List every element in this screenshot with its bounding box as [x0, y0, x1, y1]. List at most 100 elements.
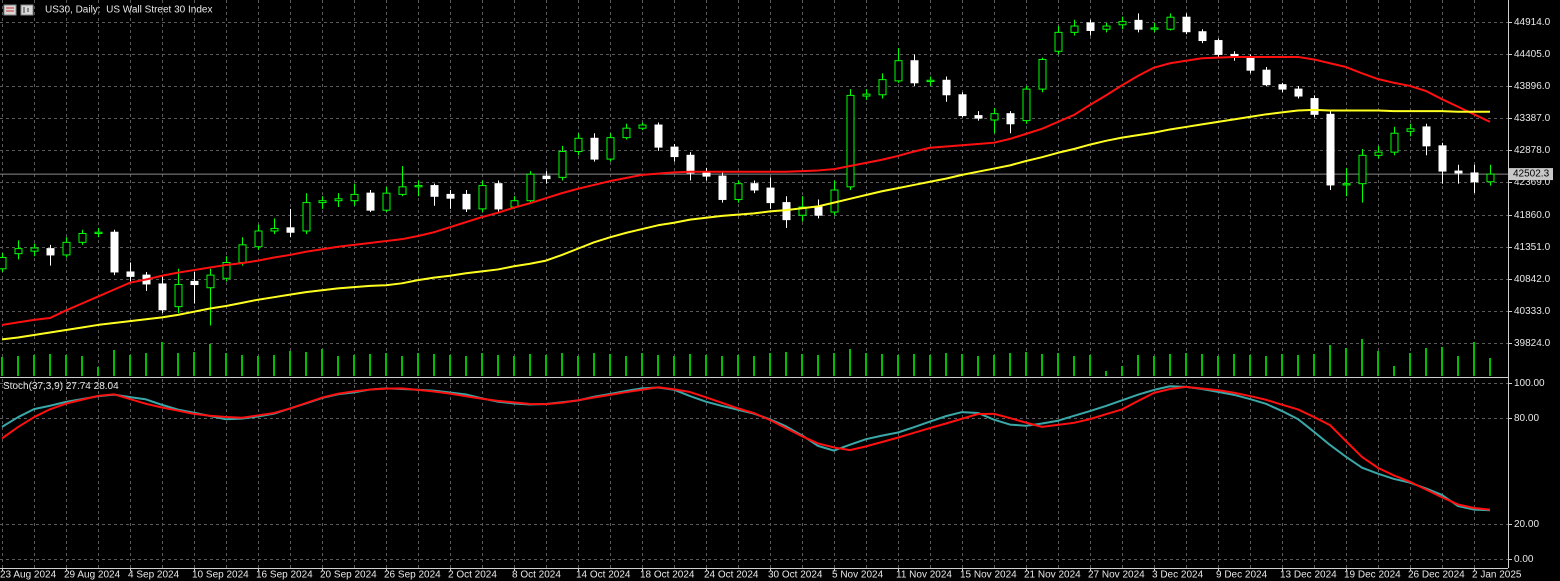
candle-body — [574, 137, 583, 153]
x-tick-label: 10 Sep 2024 — [192, 570, 249, 581]
candle-body — [78, 232, 87, 243]
volume-bar — [17, 356, 19, 376]
volume-bar — [561, 353, 563, 376]
candle-body — [1374, 151, 1383, 156]
volume-bar — [977, 356, 979, 376]
moving-average-line — [1, 55, 1491, 326]
candle-body — [110, 231, 119, 273]
candle-body — [606, 137, 615, 160]
volume-bar — [1473, 342, 1475, 376]
candle-body — [526, 173, 535, 202]
volume-bar — [529, 354, 531, 376]
volume-bar — [465, 356, 467, 376]
candle-body — [1310, 98, 1319, 115]
candle-body — [1214, 40, 1223, 55]
volume-bar — [209, 344, 211, 376]
candle-body — [686, 154, 695, 174]
candle-body — [1342, 183, 1351, 186]
candle-body — [878, 79, 887, 96]
x-tick-label: 20 Sep 2024 — [320, 570, 377, 581]
x-tick-label: 4 Sep 2024 — [128, 570, 180, 581]
volume-bar — [1105, 371, 1107, 376]
candle-body — [350, 193, 359, 202]
volume-bar — [1073, 356, 1075, 376]
y-tick-label: 43387.0 — [1514, 113, 1551, 124]
volume-bar — [641, 353, 643, 376]
y-tick-label: 40842.0 — [1514, 274, 1551, 285]
candle-body — [1294, 88, 1303, 97]
volume-bar — [1057, 353, 1059, 376]
x-tick-label: 16 Sep 2024 — [256, 570, 313, 581]
volume-bar — [273, 355, 275, 376]
stoch-main-value: 27.74 — [66, 381, 91, 392]
candle-body — [494, 183, 503, 210]
volume-bar — [1409, 353, 1411, 376]
volume-bar — [161, 342, 163, 376]
volume-bar — [305, 352, 307, 376]
volume-bar — [1489, 358, 1491, 376]
volume-bar — [1249, 355, 1251, 376]
volume-bar — [1441, 347, 1443, 376]
candle-body — [382, 192, 391, 211]
x-tick-label: 24 Oct 2024 — [704, 570, 759, 581]
volume-bar — [401, 356, 403, 376]
x-tick-label: 26 Sep 2024 — [384, 570, 441, 581]
candle-body — [1054, 31, 1063, 52]
x-tick-label: 2 Oct 2024 — [448, 570, 497, 581]
candle-body — [14, 248, 23, 255]
candle-body — [46, 248, 55, 256]
candle-body — [1326, 113, 1335, 186]
volume-bar — [1121, 366, 1123, 376]
volume-bar — [929, 355, 931, 376]
x-tick-label: 8 Oct 2024 — [512, 570, 561, 581]
volume-bar — [225, 353, 227, 376]
candle-body — [62, 241, 71, 256]
volume-bar — [1025, 352, 1027, 376]
candle-body — [1454, 170, 1463, 174]
candle-body — [670, 146, 679, 158]
volume-bar — [145, 353, 147, 376]
volume-bar — [337, 356, 339, 376]
candle-body — [1246, 57, 1255, 71]
volume-bar — [97, 367, 99, 376]
volume-bar — [33, 355, 35, 376]
volume-bar — [321, 349, 323, 376]
candle-body — [958, 94, 967, 117]
window-icon — [3, 4, 17, 16]
candle-body — [1262, 69, 1271, 86]
volume-bar — [817, 355, 819, 376]
x-tick-label: 23 Aug 2024 — [0, 570, 57, 581]
x-tick-label: 29 Aug 2024 — [64, 570, 121, 581]
volume-bar — [385, 353, 387, 376]
candle-body — [1198, 31, 1207, 42]
volume-bar — [769, 353, 771, 376]
volume-bar — [753, 356, 755, 376]
candle-body — [1102, 25, 1111, 30]
candle-body — [1038, 58, 1047, 90]
chart-title: US30, Daily: US Wall Street 30 Index — [45, 5, 212, 16]
candle-body — [334, 198, 343, 202]
chart-icon — [20, 4, 34, 16]
y-tick-label: 39824.0 — [1514, 338, 1551, 349]
candle-body — [798, 206, 807, 216]
volume-bar — [593, 353, 595, 376]
y-tick-label: 44914.0 — [1514, 17, 1551, 28]
candle-body — [270, 227, 279, 232]
x-tick-label: 15 Nov 2024 — [960, 570, 1017, 581]
volume-bar — [657, 355, 659, 376]
x-tick-label: 26 Dec 2024 — [1408, 570, 1465, 581]
y-tick-label: 42878.0 — [1514, 145, 1551, 156]
candle-body — [318, 200, 327, 204]
candle-body — [1278, 84, 1287, 90]
volume-bar — [785, 352, 787, 376]
y-tick-label: 41351.0 — [1514, 242, 1551, 253]
volume-bar — [689, 354, 691, 376]
candle-body — [30, 247, 39, 252]
candle-body — [1182, 16, 1191, 33]
volume-bar — [1329, 345, 1331, 376]
candle-body — [398, 186, 407, 195]
candle-body — [990, 113, 999, 121]
volume-bar — [1169, 354, 1171, 376]
volume-bar — [1425, 348, 1427, 376]
x-tick-label: 13 Dec 2024 — [1280, 570, 1337, 581]
